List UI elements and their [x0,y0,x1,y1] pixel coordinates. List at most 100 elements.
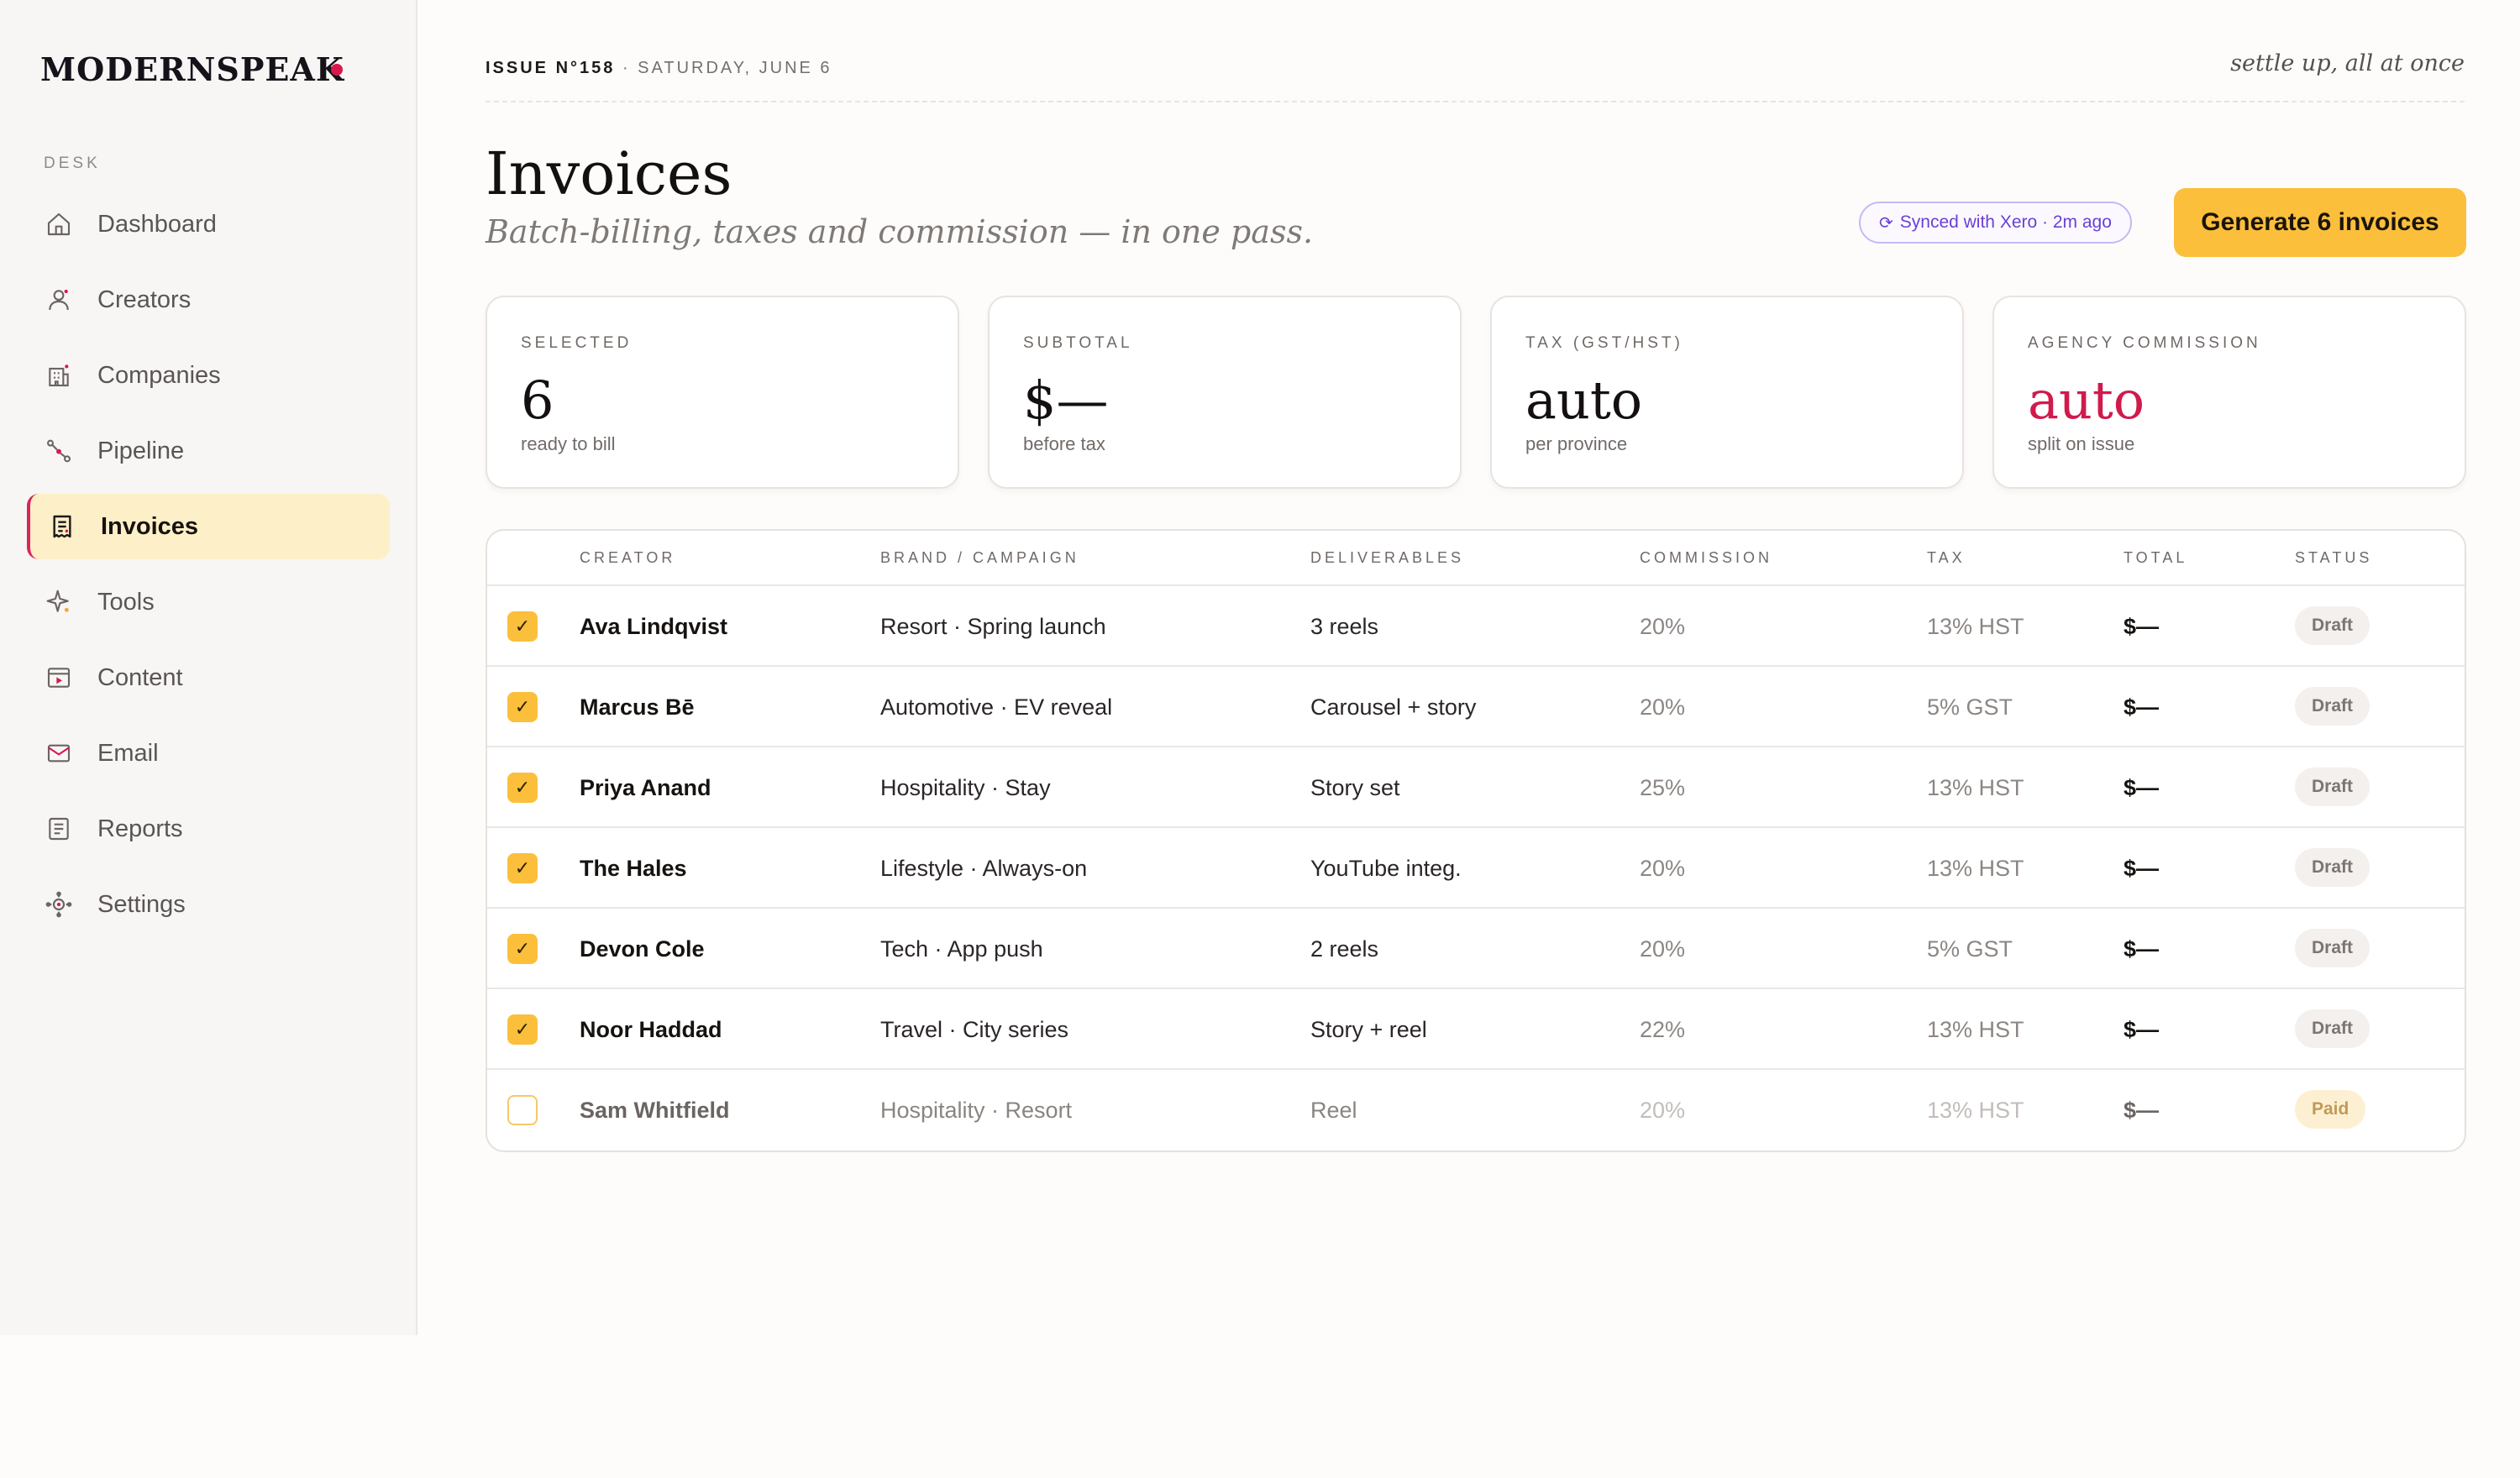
check-icon: ✓ [514,938,531,959]
check-icon: ✓ [514,777,531,798]
sidebar: MODERNSPEAK DESK Dashboard Creators Com [0,0,417,1335]
total-cell: $— [2124,1097,2160,1123]
sidebar-section-label: DESK [44,155,101,172]
stat-value: 6 [521,370,554,431]
row-checkbox[interactable]: ✓ [507,934,538,964]
column-header-status[interactable]: STATUS [2295,549,2373,566]
table-row[interactable]: ✓ Marcus Bē Automotive · EV reveal Carousel… [487,667,2465,747]
column-header-commission[interactable]: COMMISSION [1640,549,1773,566]
table-header: CREATOR BRAND / CAMPAIGN DELIVERABLES CO… [487,531,2465,586]
total-cell: $— [2124,855,2160,881]
video-icon [45,664,72,691]
page-title: Invoices [486,139,732,208]
status-badge: Draft [2295,768,2370,806]
deliverables-cell: Story + reel [1310,1016,1427,1042]
deliverables-cell: Story set [1310,774,1400,800]
receipt-icon [49,513,76,540]
issue-bar: ISSUE N°158 · SATURDAY, JUNE 6 settle up… [486,50,2465,102]
creator-cell[interactable]: Priya Anand [580,774,711,800]
sidebar-item-label: Email [97,739,159,767]
tax-cell: 13% HST [1927,613,2024,639]
column-header-tax[interactable]: TAX [1927,549,1966,566]
sidebar-item-label: Tools [97,588,155,616]
deliverables-cell: YouTube integ. [1310,855,1462,881]
creator-cell[interactable]: Devon Cole [580,936,705,962]
sync-status-pill[interactable]: ⟳ Synced with Xero · 2m ago [1859,202,2132,244]
campaign-cell: Hospitality · Stay [880,774,1051,800]
table-row[interactable]: ✓ Ava Lindqvist Resort · Spring launch 3 re… [487,586,2465,667]
commission-cell: 20% [1640,855,1686,881]
column-header-deliverables[interactable]: DELIVERABLES [1310,549,1465,566]
page-subtitle: Batch-billing, taxes and commission — in… [486,213,1314,250]
table-row[interactable]: Sam Whitfield Hospitality · Resort Reel 20%… [487,1070,2465,1150]
home-icon [45,211,72,238]
creator-cell[interactable]: Noor Haddad [580,1016,722,1042]
sidebar-item-settings[interactable]: Settings [27,872,390,937]
stat-label: SUBTOTAL [1023,334,1133,352]
column-header-total[interactable]: TOTAL [2124,549,2188,566]
brand-logo[interactable]: MODERNSPEAK [40,50,344,88]
tax-cell: 13% HST [1927,774,2024,800]
sync-status-text: Synced with Xero · 2m ago [1899,212,2112,232]
row-checkbox[interactable]: ✓ [507,773,538,803]
row-checkbox[interactable]: ✓ [507,1014,538,1045]
stat-label: SELECTED [521,334,633,352]
creator-cell[interactable]: The Hales [580,855,687,881]
table-row[interactable]: ✓ Priya Anand Hospitality · Stay Story set 2… [487,747,2465,828]
pipeline-icon [45,438,72,464]
campaign-cell: Lifestyle · Always-on [880,855,1088,881]
deliverables-cell: Reel [1310,1097,1357,1123]
settings-icon [45,891,72,918]
stat-card-subtotal: SUBTOTAL $— before tax [988,296,1462,489]
creator-cell[interactable]: Sam Whitfield [580,1097,730,1123]
creator-cell[interactable]: Marcus Bē [580,694,695,720]
sidebar-item-content[interactable]: Content [27,645,390,710]
sidebar-item-tools[interactable]: Tools [27,569,390,635]
row-checkbox[interactable]: ✓ [507,611,538,642]
sidebar-item-label: Dashboard [97,210,217,238]
tax-cell: 13% HST [1927,1016,2024,1042]
campaign-cell: Automotive · EV reveal [880,694,1113,720]
row-checkbox[interactable]: ✓ [507,853,538,883]
sidebar-item-creators[interactable]: Creators [27,267,390,333]
creator-cell[interactable]: Ava Lindqvist [580,613,728,639]
stat-value: auto [1525,370,1643,431]
column-header-creator[interactable]: CREATOR [580,549,676,566]
check-icon: ✓ [514,696,531,717]
table-row[interactable]: ✓ The Hales Lifestyle · Always-on YouTube i… [487,828,2465,909]
sidebar-item-label: Pipeline [97,437,185,464]
sidebar-item-label: Companies [97,361,221,389]
sidebar-item-invoices[interactable]: Invoices [27,494,390,559]
sidebar-item-dashboard[interactable]: Dashboard [27,191,390,257]
sidebar-item-pipeline[interactable]: Pipeline [27,418,390,484]
generate-invoices-button[interactable]: Generate 6 invoices [2174,188,2466,257]
issue-date: · SATURDAY, JUNE 6 [615,59,832,77]
table-row[interactable]: ✓ Noor Haddad Travel · City series Story + … [487,989,2465,1070]
commission-cell: 20% [1640,1097,1686,1123]
tax-cell: 13% HST [1927,1097,2024,1123]
sidebar-nav: Dashboard Creators Companies Pipeline [27,191,390,947]
status-badge: Paid [2295,1090,2366,1129]
column-header-campaign[interactable]: BRAND / CAMPAIGN [880,549,1079,566]
campaign-cell: Hospitality · Resort [880,1097,1073,1123]
stat-card-selected: SELECTED 6 ready to bill [486,296,959,489]
stat-card-commission: AGENCY COMMISSION auto split on issue [1992,296,2466,489]
status-badge: Draft [2295,1009,2370,1048]
total-cell: $— [2124,694,2160,720]
commission-cell: 20% [1640,694,1686,720]
stat-label: TAX (GST/HST) [1525,334,1683,352]
sidebar-item-reports[interactable]: Reports [27,796,390,862]
sidebar-item-companies[interactable]: Companies [27,343,390,408]
row-checkbox[interactable] [507,1095,538,1125]
deliverables-cell: 2 reels [1310,936,1379,962]
commission-cell: 22% [1640,1016,1686,1042]
sidebar-item-email[interactable]: Email [27,721,390,786]
stat-value: $— [1023,370,1109,431]
deliverables-cell: Carousel + story [1310,694,1477,720]
sidebar-item-label: Creators [97,286,192,313]
row-checkbox[interactable]: ✓ [507,692,538,722]
building-icon [45,362,72,389]
check-icon: ✓ [514,1019,531,1040]
table-row[interactable]: ✓ Devon Cole Tech · App push 2 reels 20% 5% G… [487,909,2465,989]
